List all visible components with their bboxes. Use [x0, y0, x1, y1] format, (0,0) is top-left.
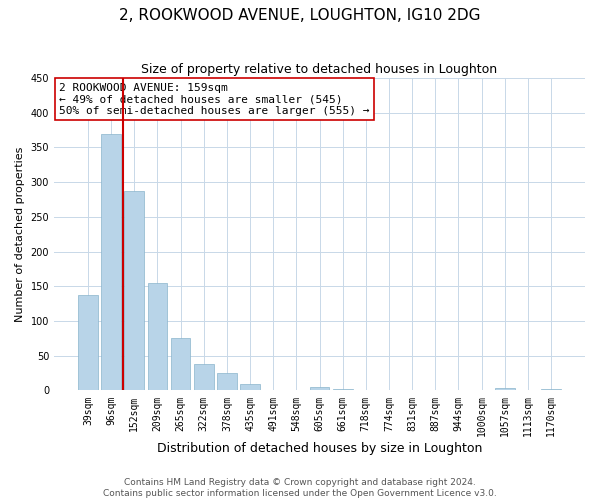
Title: Size of property relative to detached houses in Loughton: Size of property relative to detached ho…: [142, 62, 497, 76]
Bar: [194, 364, 214, 390]
Text: 2, ROOKWOOD AVENUE, LOUGHTON, IG10 2DG: 2, ROOKWOOD AVENUE, LOUGHTON, IG10 2DG: [119, 8, 481, 22]
Text: 2 ROOKWOOD AVENUE: 159sqm
← 49% of detached houses are smaller (545)
50% of semi: 2 ROOKWOOD AVENUE: 159sqm ← 49% of detac…: [59, 82, 370, 116]
Text: Contains HM Land Registry data © Crown copyright and database right 2024.
Contai: Contains HM Land Registry data © Crown c…: [103, 478, 497, 498]
Bar: [171, 338, 190, 390]
Bar: [333, 389, 353, 390]
Bar: [148, 283, 167, 391]
Bar: [78, 294, 98, 390]
Bar: [495, 388, 515, 390]
Bar: [101, 134, 121, 390]
X-axis label: Distribution of detached houses by size in Loughton: Distribution of detached houses by size …: [157, 442, 482, 455]
Bar: [310, 387, 329, 390]
Bar: [240, 384, 260, 390]
Bar: [124, 190, 144, 390]
Bar: [541, 389, 561, 390]
Y-axis label: Number of detached properties: Number of detached properties: [15, 146, 25, 322]
Bar: [217, 373, 237, 390]
